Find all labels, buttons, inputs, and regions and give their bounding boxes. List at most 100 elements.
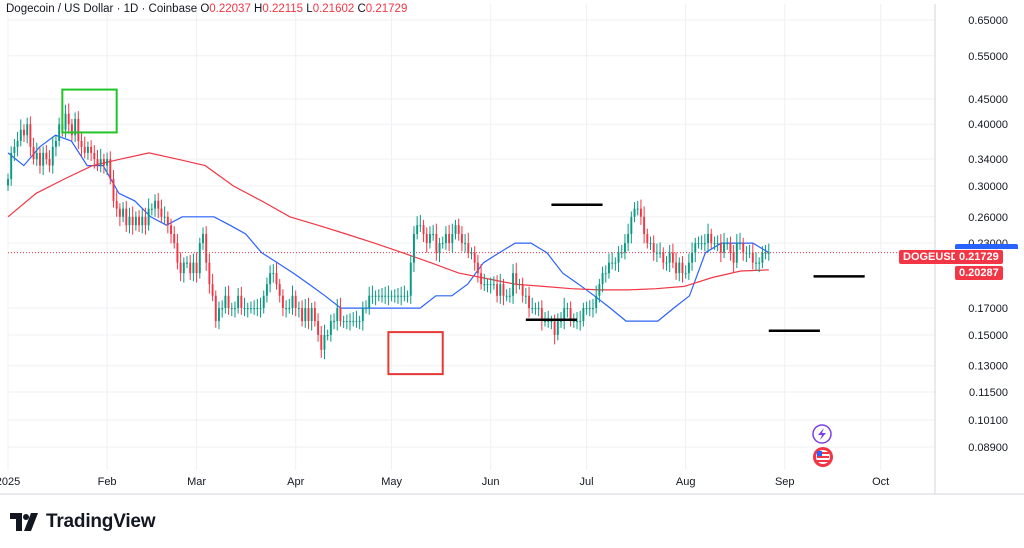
candle-body	[35, 152, 38, 160]
candle-body	[406, 295, 409, 297]
symbol-title[interactable]: Dogecoin / US Dollar · 1D · Coinbase	[6, 3, 198, 15]
candle-body	[534, 308, 537, 310]
candle-body	[227, 295, 230, 309]
candle-body	[691, 252, 694, 263]
candle-body	[643, 216, 646, 234]
candle-body	[547, 321, 550, 323]
candle-body	[189, 262, 192, 274]
candle-body	[224, 295, 227, 309]
candle-body	[595, 295, 598, 309]
y-tick-label: 0.55000	[968, 51, 1008, 63]
moving-averages	[7, 134, 935, 322]
candle-body	[80, 140, 83, 147]
candle-body	[160, 208, 163, 217]
y-tick-label: 0.10100	[968, 415, 1008, 427]
x-tick-label: May	[381, 476, 402, 488]
candle-body	[128, 216, 131, 226]
tradingview-logo-icon	[10, 513, 38, 531]
lightning-event-icon[interactable]	[812, 424, 832, 444]
candle-body	[735, 243, 738, 263]
candle-body	[374, 295, 377, 297]
candle-body	[240, 295, 243, 309]
candle-body	[246, 308, 249, 310]
event-icons	[812, 424, 833, 467]
candle-body	[751, 252, 754, 263]
chart-header: Dogecoin / US Dollar · 1D · Coinbase O0.…	[6, 3, 407, 15]
candle-body	[285, 308, 288, 310]
candle-body	[473, 252, 476, 263]
candle-body	[710, 233, 713, 244]
candle-body	[64, 113, 67, 130]
us-flag-event-icon[interactable]	[813, 447, 833, 467]
candle-body	[486, 284, 489, 286]
candle-body	[23, 129, 25, 136]
candle-body	[681, 262, 684, 274]
candle-body	[253, 308, 256, 310]
high-value: 0.22115	[262, 3, 304, 15]
candle-body	[13, 146, 16, 153]
candle-body	[150, 208, 153, 210]
candle-body	[323, 334, 326, 350]
candle-body	[742, 243, 745, 253]
candle-body	[755, 262, 757, 264]
candle-body	[662, 252, 665, 263]
candle-body	[604, 273, 607, 275]
candle-body	[39, 152, 41, 166]
candle-body	[448, 233, 451, 244]
candle-body	[512, 273, 515, 296]
candle-body	[390, 295, 393, 297]
candle-body	[195, 262, 198, 274]
y-tick-label: 0.15000	[968, 330, 1008, 342]
candle-body	[521, 284, 524, 296]
y-tick-label: 0.08900	[968, 442, 1008, 454]
candle-body	[764, 252, 767, 254]
candle-body	[687, 262, 690, 274]
x-tick-label: 2025	[0, 476, 20, 488]
candle-body	[563, 308, 566, 322]
candle-body	[122, 208, 125, 217]
candle-body	[291, 295, 294, 309]
candle-body	[544, 321, 546, 323]
candle-body	[607, 262, 610, 274]
candle-body	[138, 216, 141, 226]
candle-body	[528, 295, 530, 309]
candle-body	[352, 321, 355, 323]
candle-body	[470, 252, 473, 254]
candle-body	[432, 233, 435, 235]
candle-body	[623, 243, 626, 253]
y-tick-label: 0.11500	[969, 387, 1008, 399]
candle-body	[572, 321, 575, 323]
candle-body	[265, 284, 268, 296]
candle-body	[483, 284, 486, 286]
open-value: 0.22037	[209, 3, 251, 15]
candle-body	[556, 321, 559, 335]
y-tick-label: 0.30000	[968, 181, 1008, 193]
candle-body	[413, 233, 415, 263]
candle-body	[93, 152, 96, 160]
candle-body	[339, 308, 342, 322]
candle-body	[761, 252, 764, 263]
candle-body	[70, 124, 73, 136]
candle-body	[358, 321, 361, 323]
red-highlight-box	[387, 331, 444, 376]
candle-body	[262, 295, 265, 309]
tradingview-logo[interactable]: TradingView	[10, 508, 156, 536]
candle-body	[368, 295, 371, 309]
candle-body	[365, 308, 367, 310]
candle-body	[310, 308, 313, 322]
candle-body	[345, 321, 348, 323]
x-tick-label: Mar	[187, 476, 206, 488]
candle-body	[454, 225, 457, 234]
candle-body	[719, 243, 722, 253]
candle-body	[444, 233, 447, 244]
candle-body	[186, 262, 188, 264]
symbol-price-tag: DOGEUSD	[899, 250, 963, 264]
candle-body	[112, 178, 115, 201]
x-tick-label: Apr	[287, 476, 304, 488]
candle-body	[694, 243, 697, 253]
candle-body	[633, 208, 636, 217]
y-tick-label: 0.45000	[968, 94, 1008, 106]
candle-body	[256, 308, 259, 310]
candle-body	[409, 262, 412, 296]
